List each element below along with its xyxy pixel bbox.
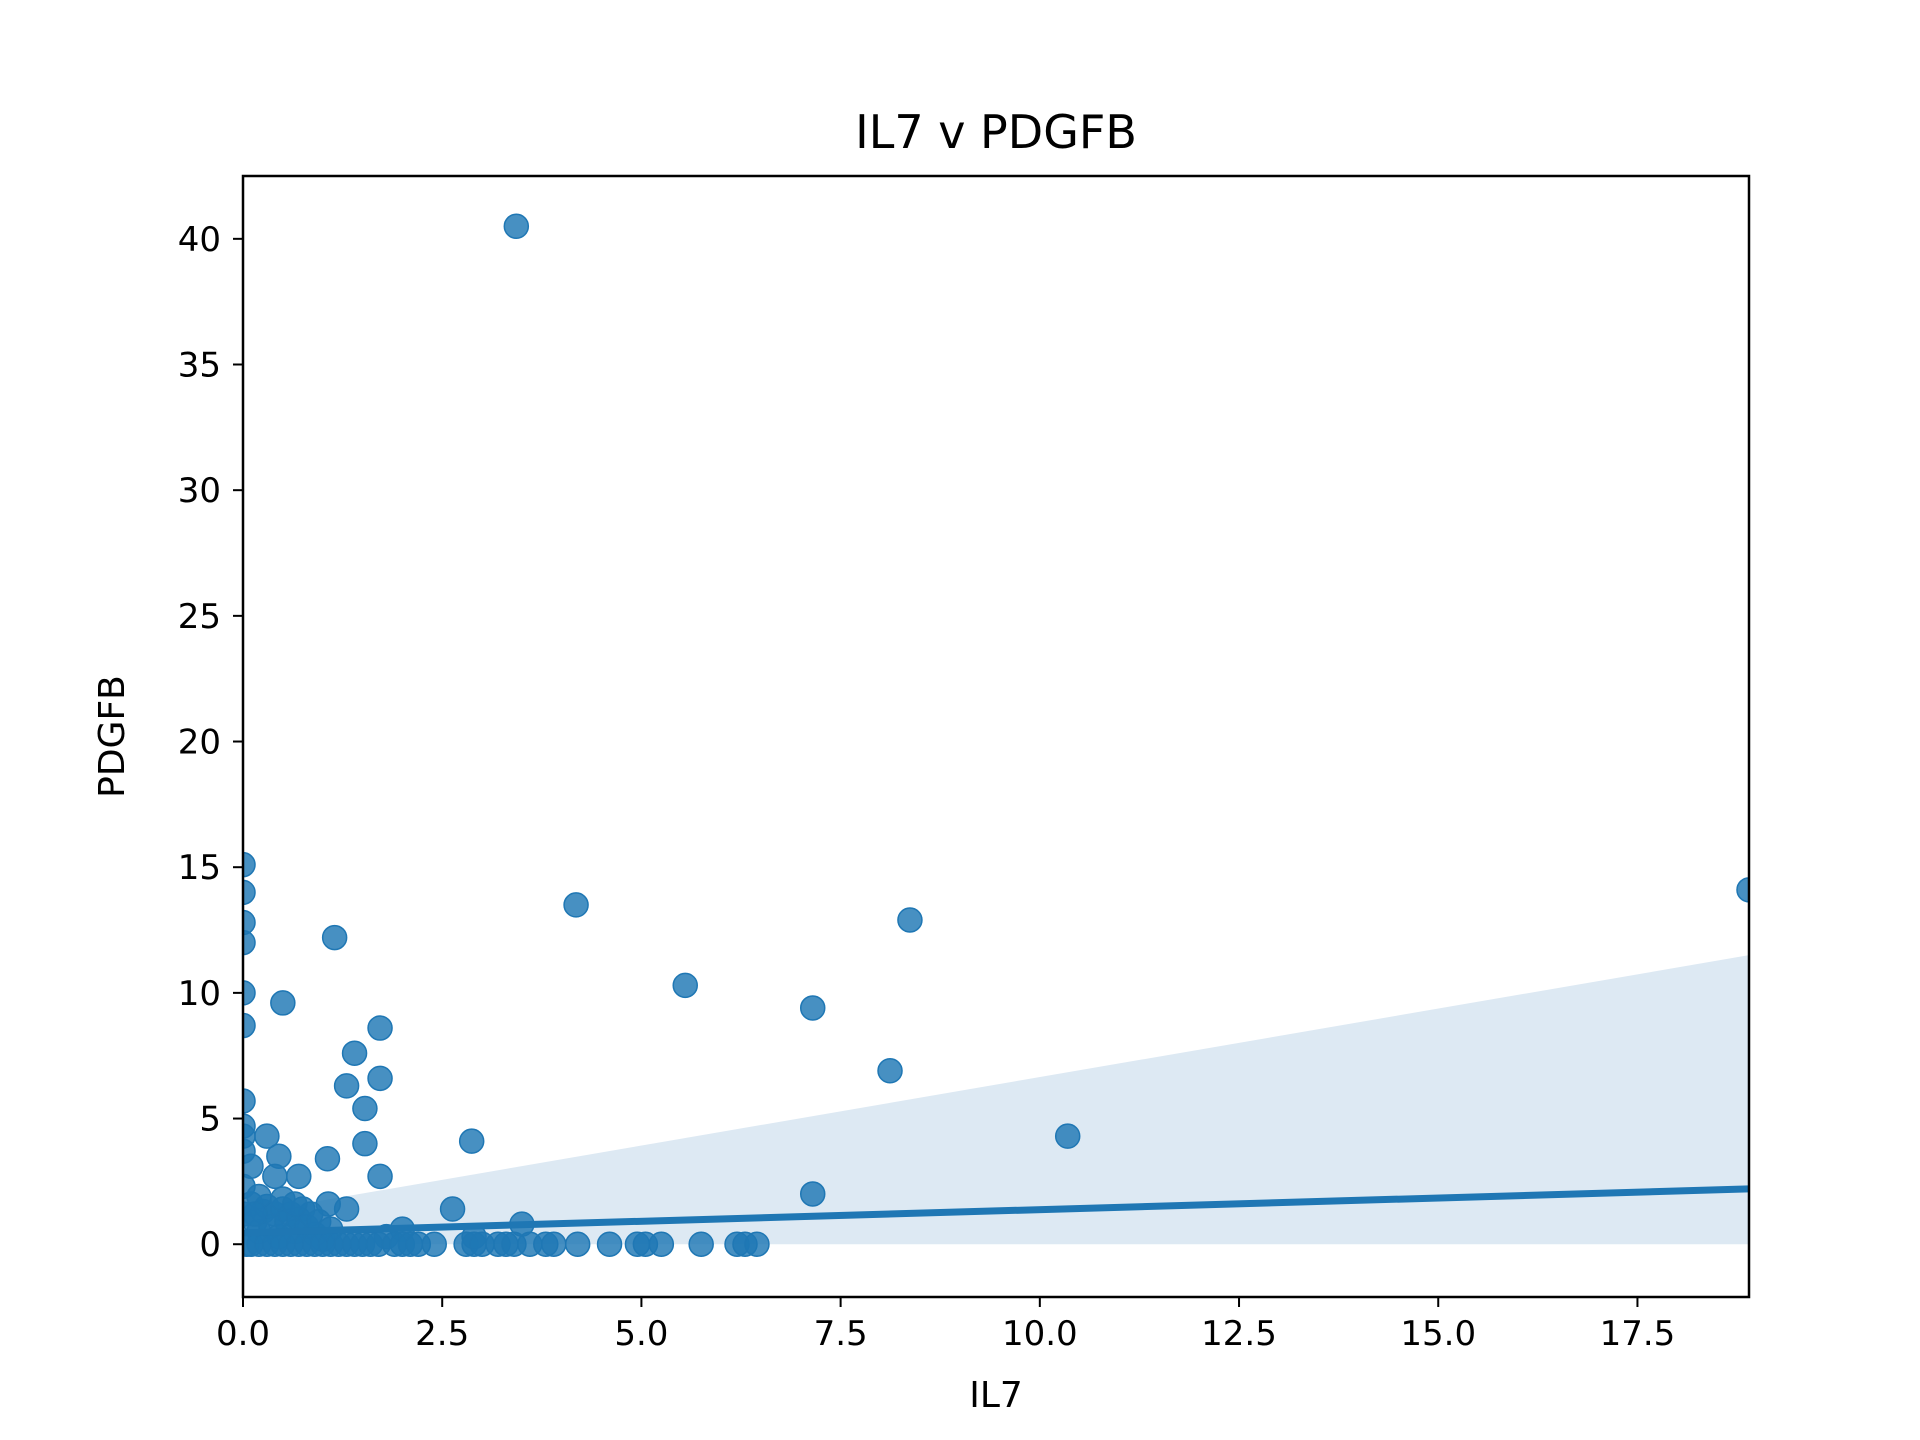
data-point [688, 1231, 714, 1257]
y-tick-label: 0 [199, 1225, 221, 1265]
x-tick-label: 17.5 [1600, 1314, 1676, 1354]
data-point [243, 1088, 256, 1114]
data-point [243, 1012, 256, 1039]
plot-area [241, 174, 1751, 1299]
chart-title: IL7 v PDGFB [855, 105, 1137, 159]
data-point [439, 1196, 466, 1222]
y-axis: 0 5 10 15 20 25 30 35 40 [178, 220, 243, 1265]
data-point [672, 972, 698, 999]
x-axis-label: IL7 [969, 1375, 1023, 1416]
data-point [314, 1146, 341, 1172]
data-point [270, 990, 296, 1016]
data-point [367, 1015, 393, 1041]
data-point [243, 1153, 264, 1180]
data-point [744, 1231, 770, 1257]
x-tick-label: 0.0 [216, 1314, 270, 1354]
y-tick-label: 10 [178, 974, 221, 1014]
x-tick-label: 2.5 [415, 1314, 469, 1354]
data-point [341, 1040, 368, 1066]
plot-frame [241, 174, 1751, 1299]
data-point [243, 851, 256, 878]
data-point [648, 1231, 675, 1257]
y-tick-label: 5 [199, 1100, 221, 1140]
x-tick-label: 15.0 [1400, 1314, 1476, 1354]
data-point [321, 924, 348, 951]
x-tick-label: 5.0 [614, 1314, 668, 1354]
x-tick-label: 12.5 [1201, 1314, 1277, 1354]
data-point [333, 1073, 360, 1099]
data-point [563, 892, 589, 918]
x-tick-label: 10.0 [1002, 1314, 1078, 1354]
data-point [1736, 877, 1749, 903]
data-point [458, 1128, 485, 1154]
data-point [352, 1130, 378, 1157]
data-point [243, 1201, 268, 1227]
y-tick-label: 15 [178, 848, 221, 888]
data-point [286, 1163, 312, 1190]
data-point [352, 1095, 378, 1122]
y-tick-label: 20 [178, 723, 221, 763]
x-tick-label: 7.5 [814, 1314, 868, 1354]
x-axis: 0.0 2.5 5.0 7.5 10.0 12.5 15.0 17.5 [216, 1297, 1675, 1354]
y-tick-label: 40 [178, 220, 221, 260]
y-tick-label: 25 [178, 597, 221, 637]
data-point [254, 1123, 280, 1149]
data-point [541, 1231, 567, 1257]
y-tick-label: 30 [178, 471, 221, 511]
confidence-band [243, 955, 1749, 1245]
data-point [243, 980, 256, 1006]
data-point [1054, 1123, 1081, 1149]
data-point [799, 1181, 826, 1207]
regression-line [243, 1185, 1749, 1237]
data-point [367, 1163, 393, 1190]
data-point [243, 929, 256, 956]
data-point [596, 1231, 623, 1257]
data-point [877, 1058, 903, 1084]
data-point [799, 995, 826, 1021]
data-point [897, 907, 923, 933]
data-point [564, 1231, 591, 1257]
data-point [282, 1191, 308, 1217]
y-axis-label: PDGFB [92, 675, 133, 798]
data-point [262, 1163, 288, 1190]
data-point [243, 909, 256, 936]
y-tick-label: 35 [178, 346, 221, 386]
data-point [421, 1231, 447, 1257]
data-point [367, 1065, 393, 1092]
data-point [243, 879, 256, 906]
data-point [503, 213, 530, 240]
